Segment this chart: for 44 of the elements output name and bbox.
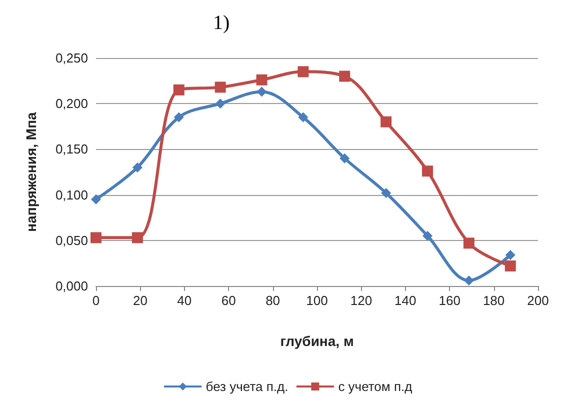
point <box>381 188 392 198</box>
point <box>298 66 309 78</box>
x-tick-label: 200 <box>527 293 549 308</box>
point <box>256 86 267 97</box>
point <box>173 84 184 96</box>
point <box>504 260 516 272</box>
point <box>132 162 142 172</box>
point <box>214 82 226 93</box>
x-tick-label: 100 <box>306 293 328 308</box>
y-tick-label: 0,050 <box>55 232 88 248</box>
point <box>256 74 268 86</box>
point <box>464 276 474 286</box>
point <box>380 116 392 128</box>
point <box>463 238 474 249</box>
x-tick-label: 160 <box>438 293 460 308</box>
point <box>215 98 226 109</box>
y-tick-label: 0,200 <box>55 96 88 112</box>
x-tick-label: 140 <box>394 293 416 308</box>
point <box>132 232 143 244</box>
point <box>298 112 308 122</box>
point <box>174 112 184 122</box>
x-tick-label: 40 <box>177 293 192 308</box>
x-tick-label: 180 <box>482 293 505 308</box>
point <box>90 232 102 244</box>
x-tick-label: 120 <box>350 293 372 308</box>
x-tick-label: 80 <box>266 293 280 308</box>
legend-label: с учетом п.д <box>338 379 413 394</box>
point <box>91 194 101 204</box>
point <box>339 70 350 82</box>
point <box>422 166 433 177</box>
legend-label: без учета п.д. <box>206 379 288 394</box>
y-tick-label: 0,000 <box>55 278 88 294</box>
point <box>422 230 432 241</box>
x-tick-label: 0 <box>92 293 100 308</box>
point <box>340 153 350 164</box>
point <box>505 250 516 260</box>
y-tick-label: 0,150 <box>55 142 88 157</box>
y-tick-label: 0,100 <box>55 187 88 202</box>
y-tick-label: 0,250 <box>55 50 88 66</box>
x-tick-label: 20 <box>132 293 148 308</box>
y-axis-title: напряжения, Мпа <box>23 112 39 232</box>
x-tick-label: 60 <box>221 293 236 308</box>
chart-title: 1) <box>213 12 230 34</box>
x-axis-title: глубина, м <box>280 333 354 349</box>
